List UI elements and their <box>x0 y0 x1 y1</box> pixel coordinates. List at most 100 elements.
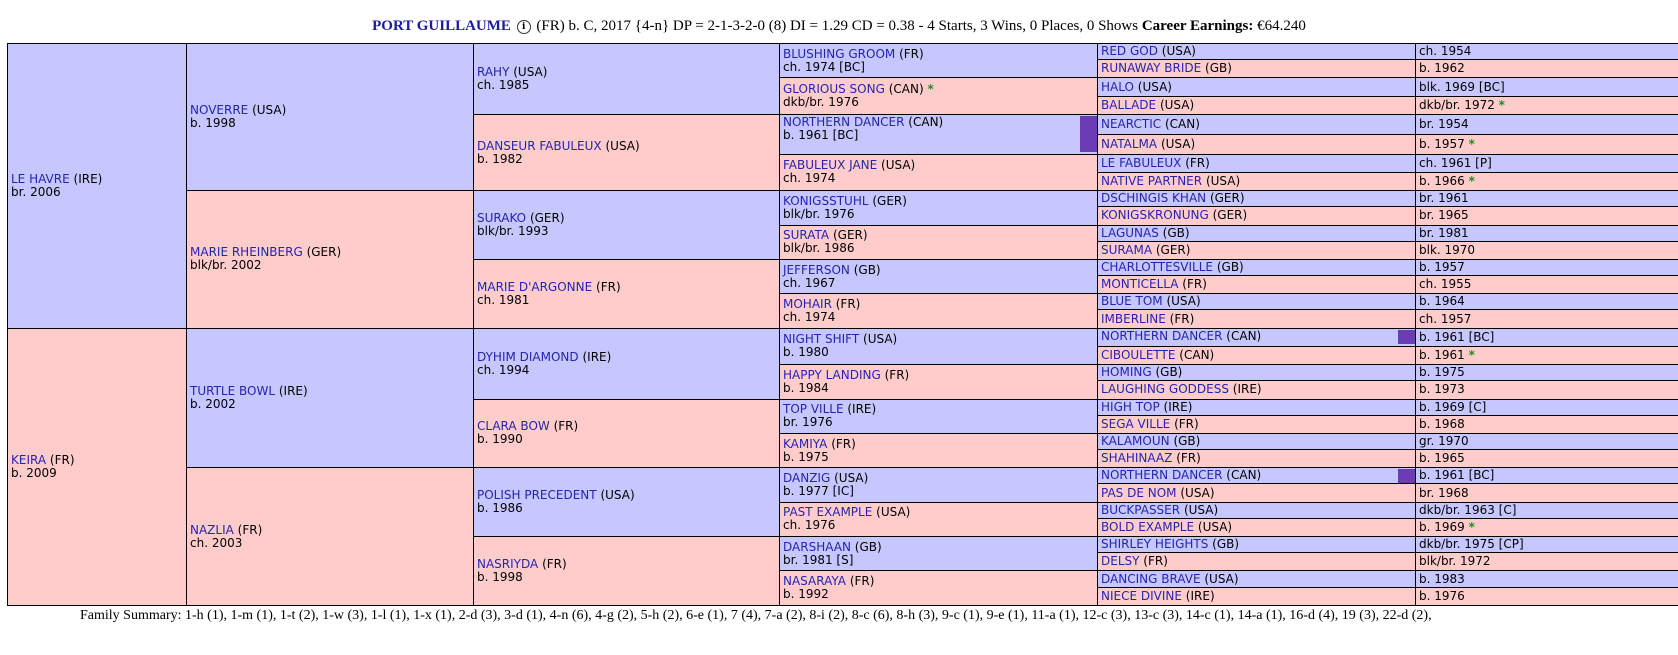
country-code: (IRE) <box>847 402 877 417</box>
horse-link[interactable]: DANCING BRAVE <box>1101 571 1201 586</box>
gen5-ancestor-cell: DSCHINGIS KHAN (GER) <box>1097 190 1416 208</box>
horse-link[interactable]: PAST EXAMPLE <box>783 505 873 520</box>
horse-link[interactable]: LE FABULEUX <box>1101 155 1182 170</box>
gen4-ancestor-cell: BLUSHING GROOM (FR) ch. 1974 [BC] <box>779 42 1098 79</box>
info-icon[interactable]: i <box>516 20 531 34</box>
horse-link[interactable]: NATIVE PARTNER <box>1101 174 1203 189</box>
horse-link[interactable]: NEARCTIC <box>1101 116 1162 131</box>
horse-link[interactable]: SURAKO <box>477 211 527 226</box>
horse-link[interactable]: NIECE DIVINE <box>1101 588 1182 603</box>
gen5-ancestor-cell-name: LE FABULEUX (FR) <box>1101 156 1210 170</box>
horse-name-link[interactable]: PORT GUILLAUME <box>372 18 511 34</box>
horse-link[interactable]: LE HAVRE <box>11 171 70 186</box>
foaled-cell: b. 1966 * <box>1415 171 1678 192</box>
horse-link[interactable]: CIBOULETTE <box>1101 348 1176 363</box>
horse-link[interactable]: DANZIG <box>783 471 831 486</box>
horse-link[interactable]: NORTHERN DANCER <box>1101 329 1223 344</box>
horse-link[interactable]: POLISH PRECEDENT <box>477 488 597 503</box>
horse-link[interactable]: KALAMOUN <box>1101 434 1170 449</box>
horse-link[interactable]: KEIRA <box>11 452 47 467</box>
horse-link[interactable]: PAS DE NOM <box>1101 485 1177 500</box>
horse-link[interactable]: DANSEUR FABULEUX <box>477 138 602 153</box>
horse-link[interactable]: BUCKPASSER <box>1101 502 1181 517</box>
horse-link[interactable]: TURTLE BOWL <box>190 384 276 399</box>
great-grandparent-cell-name: CLARA BOW (FR) <box>477 419 578 433</box>
horse-link[interactable]: NIGHT SHIFT <box>783 332 860 347</box>
country-code: (GB) <box>1212 537 1240 552</box>
horse-link[interactable]: RED GOD <box>1101 44 1158 59</box>
sire-cell: LE HAVRE (IRE) br. 2006 <box>7 43 187 329</box>
horse-link[interactable]: NOVERRE <box>190 103 249 118</box>
foaled-info: b. 1969 [C] <box>1419 399 1487 414</box>
horse-link[interactable]: CHARLOTTESVILLE <box>1101 259 1214 274</box>
foaled-cell: b. 1968 <box>1415 414 1678 434</box>
great-grandparent-cell-name: MARIE D'ARGONNE (FR) <box>477 280 621 294</box>
horse-link[interactable]: MARIE D'ARGONNE <box>477 279 593 294</box>
horse-link[interactable]: LAGUNAS <box>1101 225 1159 240</box>
grandparent-cell: TURTLE BOWL (IRE) b. 2002 <box>186 327 474 469</box>
horse-link[interactable]: RUNAWAY BRIDE <box>1101 61 1202 76</box>
duplicate-marker <box>1398 330 1415 345</box>
gen5-ancestor-cell-name: RUNAWAY BRIDE (GB) <box>1101 61 1232 75</box>
horse-link[interactable]: HIGH TOP <box>1101 399 1160 414</box>
gen5-ancestor-cell-name: CIBOULETTE (CAN) <box>1101 348 1214 362</box>
gen5-ancestor-cell-name: HOMING (GB) <box>1101 365 1182 380</box>
horse-link[interactable]: KONIGSKRONUNG <box>1101 208 1209 223</box>
horse-link[interactable]: KONIGSSTUHL <box>783 193 869 208</box>
star-marker: * <box>1498 97 1505 112</box>
gen4-ancestor-cell: DARSHAAN (GB) br. 1981 [S] <box>779 536 1098 572</box>
foaled-info: dkb/br. 1976 <box>783 95 859 110</box>
horse-link[interactable]: NORTHERN DANCER <box>783 115 905 130</box>
horse-link[interactable]: SURATA <box>783 228 830 243</box>
country-code: (FR) <box>884 367 910 382</box>
horse-link[interactable]: DARSHAAN <box>783 539 851 554</box>
country-code: (FR) <box>1143 554 1168 569</box>
horse-link[interactable]: SEGA VILLE <box>1101 416 1171 431</box>
horse-link[interactable]: MARIE RHEINBERG <box>190 245 303 260</box>
horse-link[interactable]: BOLD EXAMPLE <box>1101 519 1195 534</box>
country-code: (USA) <box>1137 79 1172 94</box>
earnings-value: €64.240 <box>1257 18 1306 34</box>
gen5-ancestor-cell: KONIGSKRONUNG (GER) <box>1097 206 1416 226</box>
horse-link[interactable]: RAHY <box>477 64 510 79</box>
country-code: (GER) <box>872 193 907 208</box>
foaled-info: b. 1969 <box>1419 519 1465 534</box>
horse-link[interactable]: GLORIOUS SONG <box>783 82 885 97</box>
country-code: (FR) <box>1169 311 1195 326</box>
horse-link[interactable]: KAMIYA <box>783 436 828 451</box>
horse-link[interactable]: HALO <box>1101 79 1134 94</box>
horse-link[interactable]: LAUGHING GODDESS <box>1101 382 1229 397</box>
horse-link[interactable]: MONTICELLA <box>1101 277 1179 292</box>
horse-link[interactable]: MOHAIR <box>783 297 832 311</box>
horse-link[interactable]: CLARA BOW <box>477 419 550 434</box>
horse-link[interactable]: SHAHINAAZ <box>1101 451 1173 466</box>
horse-link[interactable]: DYHIM DIAMOND <box>477 349 579 364</box>
gen4-ancestor-cell: SURATA (GER) blk/br. 1986 <box>779 224 1098 260</box>
horse-link[interactable]: JEFFERSON <box>783 262 850 277</box>
horse-link[interactable]: NASRIYDA <box>477 557 539 572</box>
foaled-cell: blk. 1970 <box>1415 240 1678 260</box>
great-grandparent-cell: DYHIM DIAMOND (IRE) ch. 1994 <box>473 327 780 400</box>
horse-link[interactable]: BALLADE <box>1101 97 1157 112</box>
horse-link[interactable]: IMBERLINE <box>1101 311 1166 326</box>
horse-link[interactable]: DELSY <box>1101 554 1140 569</box>
horse-link[interactable]: SURAMA <box>1101 242 1153 257</box>
horse-link[interactable]: NAZLIA <box>190 522 234 537</box>
horse-link[interactable]: FABULEUX JANE <box>783 158 878 173</box>
horse-link[interactable]: BLUE TOM <box>1101 294 1163 309</box>
horse-link[interactable]: NATALMA <box>1101 136 1158 151</box>
gen5-ancestor-cell: CHARLOTTESVILLE (GB) <box>1097 258 1416 277</box>
horse-link[interactable]: NORTHERN DANCER <box>1101 467 1223 482</box>
horse-link[interactable]: NASARAYA <box>783 574 846 589</box>
gen5-ancestor-cell: NORTHERN DANCER (CAN) <box>1097 467 1416 485</box>
foaled-cell: b. 1961 * <box>1415 345 1678 366</box>
horse-link[interactable]: HAPPY LANDING <box>783 367 881 382</box>
foaled-info: gr. 1970 <box>1419 434 1469 449</box>
horse-link[interactable]: SHIRLEY HEIGHTS <box>1101 537 1209 552</box>
horse-link[interactable]: DSCHINGIS KHAN <box>1101 191 1207 206</box>
horse-link[interactable]: HOMING <box>1101 365 1152 380</box>
gen4-ancestor-cell: MOHAIR (FR) ch. 1974 <box>779 293 1098 329</box>
horse-link[interactable]: TOP VILLE <box>783 402 844 417</box>
dam-cell: KEIRA (FR) b. 2009 <box>7 327 187 607</box>
horse-link[interactable]: BLUSHING GROOM <box>783 46 896 61</box>
